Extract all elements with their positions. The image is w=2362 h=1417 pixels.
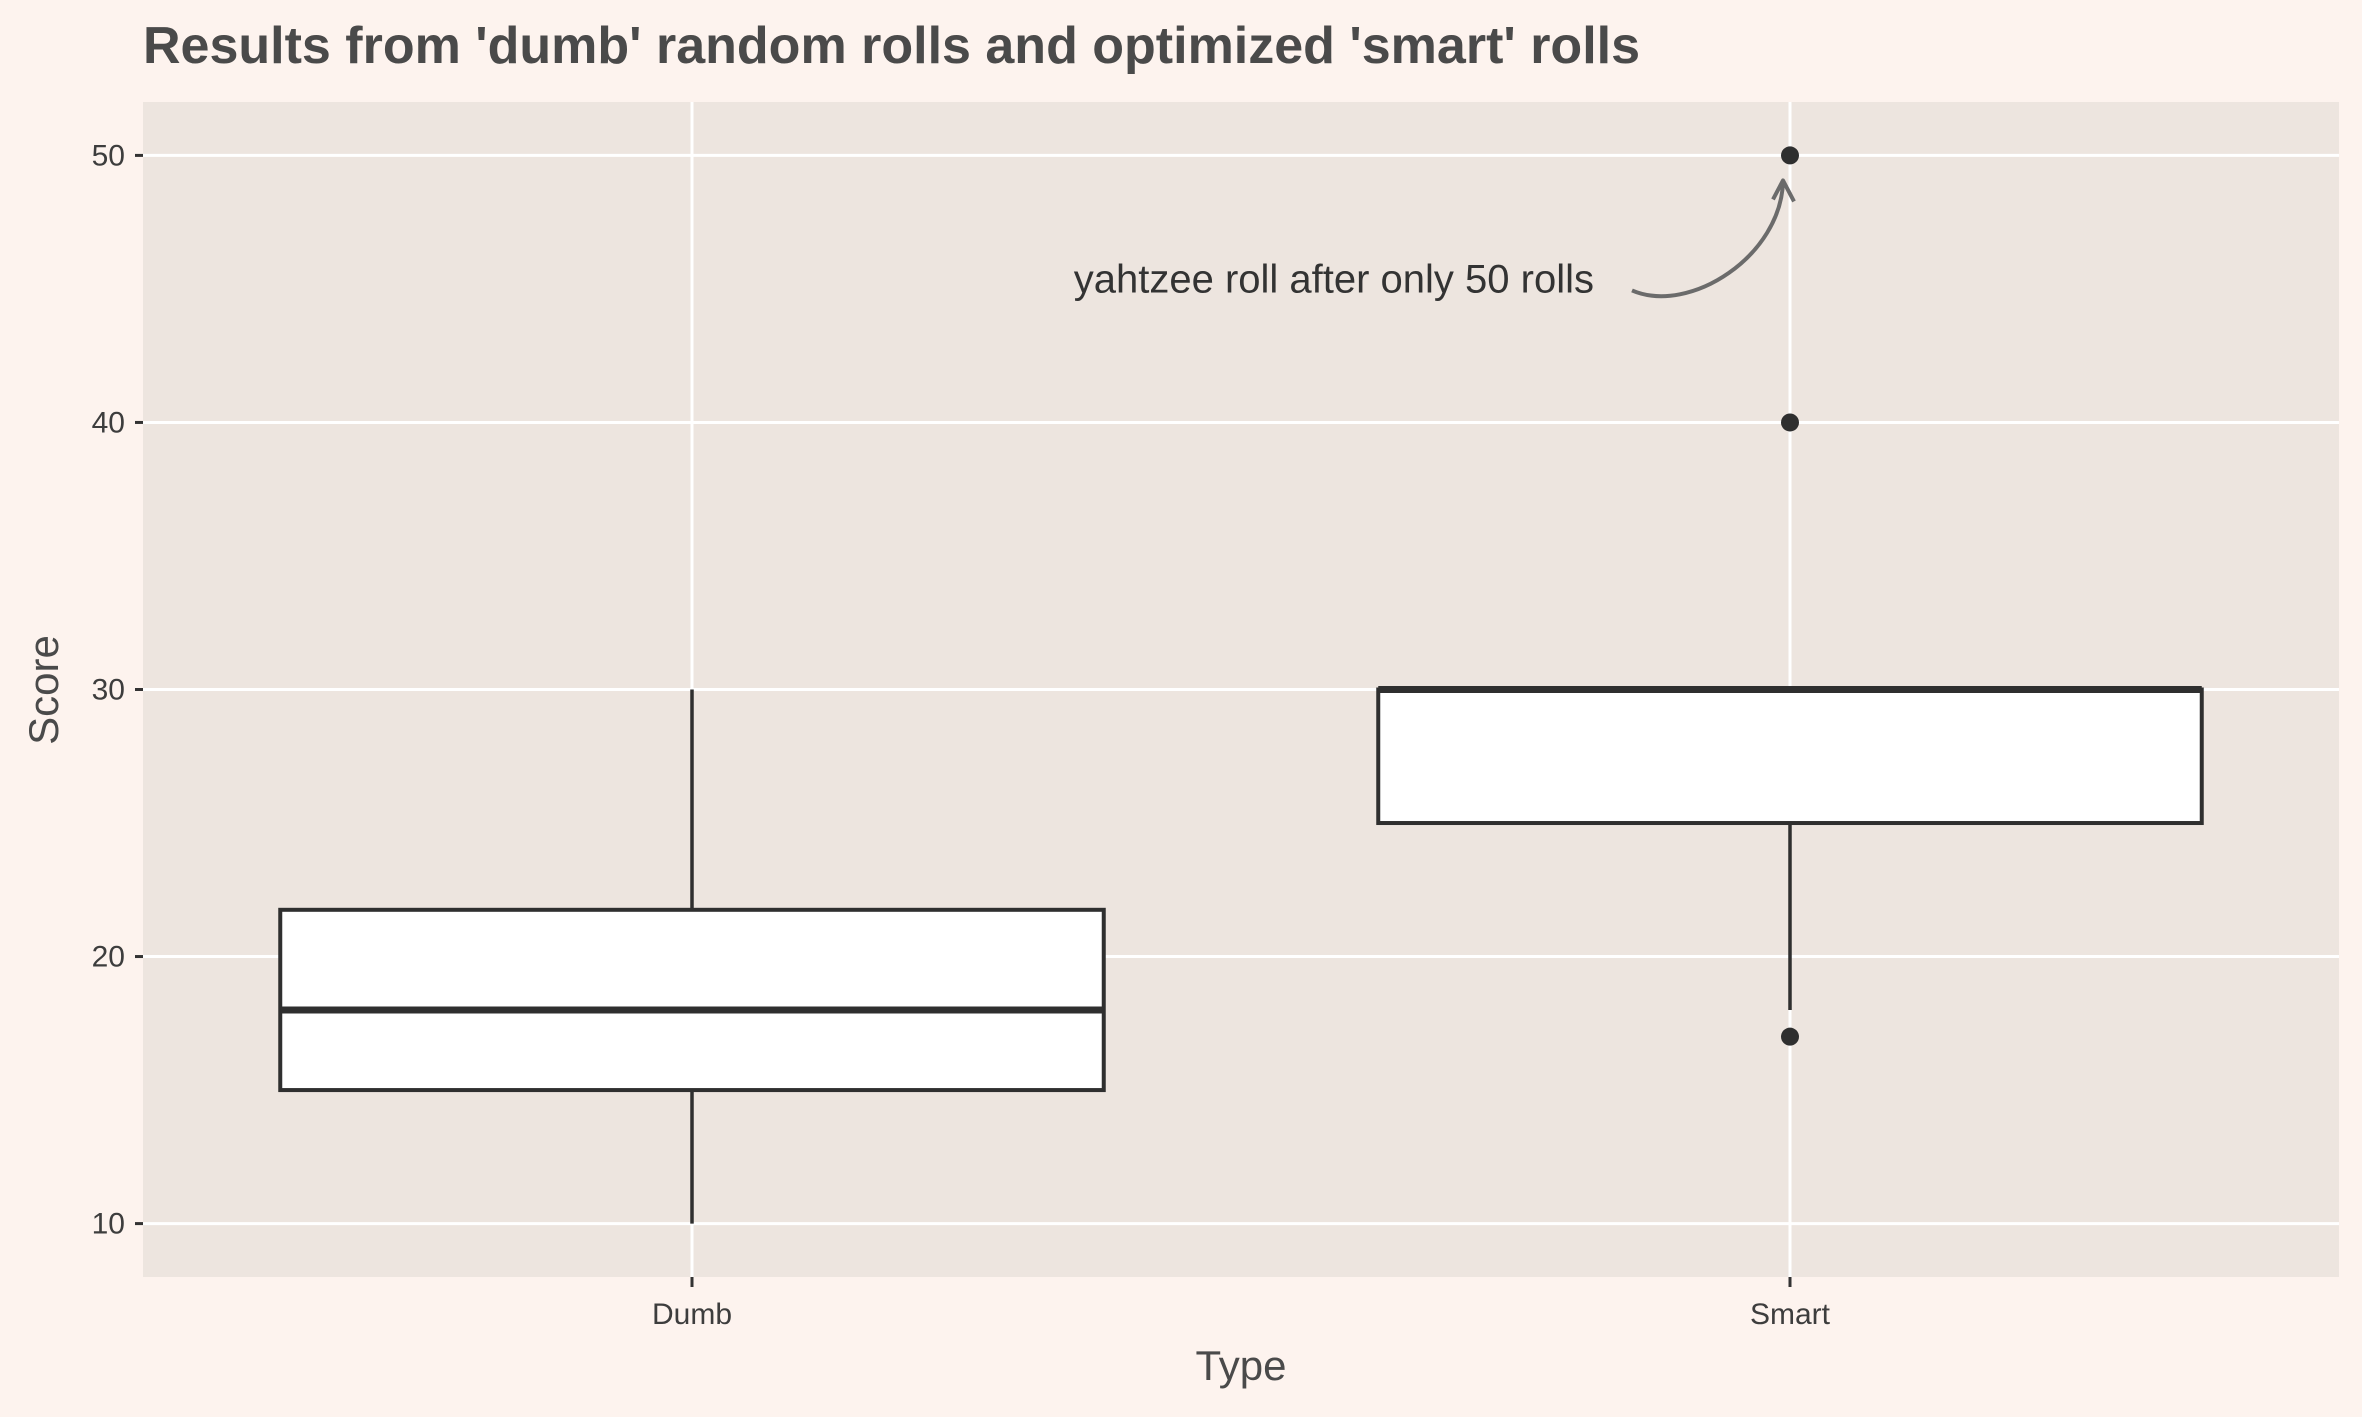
annotation-group: yahtzee roll after only 50 rolls [1074,178,1796,301]
boxplot-dumb [278,689,1106,1224]
x-tick-label-smart: Smart [1750,1298,1831,1331]
boxplot-smart [1376,146,2204,1046]
y-tick-label-30: 30 [92,674,125,707]
annotation-arrow [1631,180,1785,298]
outlier-smart-50 [1781,146,1799,165]
y-tick-label-10: 10 [92,1208,125,1241]
x-axis: Dumb Smart [652,1277,1831,1331]
y-tick-label-20: 20 [92,941,125,974]
x-tick-label-dumb: Dumb [652,1298,732,1331]
x-axis-title: Type [1195,1342,1286,1389]
y-axis: 10 20 30 40 50 [92,139,143,1241]
annotation-arrowhead [1771,178,1796,203]
box-dumb [278,907,1106,1093]
y-axis-title: Score [20,635,67,745]
chart-title: Results from 'dumb' random rolls and opt… [143,17,1640,75]
y-tick-label-50: 50 [92,139,125,172]
outlier-smart-40 [1781,413,1799,432]
box-smart [1376,687,2204,826]
annotation-text: yahtzee roll after only 50 rolls [1074,257,1594,301]
y-tick-label-40: 40 [92,406,125,439]
outlier-smart-17 [1781,1027,1799,1046]
boxplots [278,146,2204,1224]
